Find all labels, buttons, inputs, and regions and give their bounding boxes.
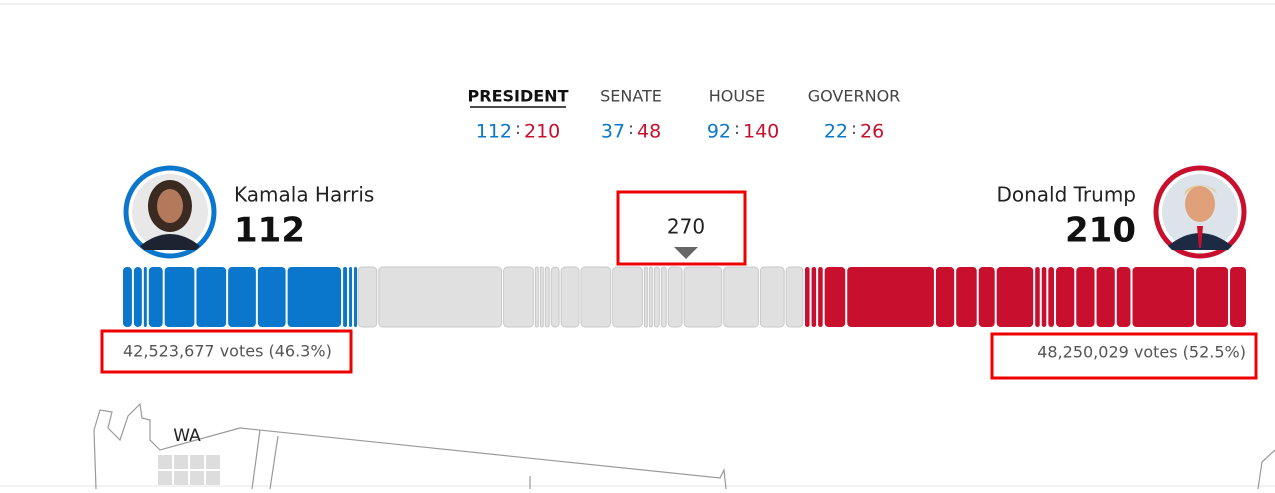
state-segment <box>1035 267 1040 327</box>
state-segment <box>257 267 286 327</box>
highlight-box <box>100 329 353 374</box>
separator: : <box>851 119 857 139</box>
state-segment <box>1230 267 1246 327</box>
state-segment <box>343 267 348 327</box>
candidate-name: Kamala Harris <box>234 183 374 207</box>
state-segment <box>996 267 1034 327</box>
state-segment <box>811 267 817 327</box>
state-segment <box>143 267 147 327</box>
state-squares <box>158 455 220 485</box>
state-segment <box>660 266 667 328</box>
state-segment <box>534 266 539 328</box>
rep-count: 140 <box>743 121 779 143</box>
state-segment <box>1056 267 1075 327</box>
state-segment <box>978 267 995 327</box>
state-segment <box>1048 267 1055 327</box>
state-segment <box>1041 267 1047 327</box>
rep-count: 210 <box>524 121 560 143</box>
state-segment <box>378 266 503 328</box>
state-segment <box>164 267 195 327</box>
dem-count: 22 <box>824 121 848 143</box>
state-segment <box>805 267 810 327</box>
state-segment <box>196 267 227 327</box>
popular-vote: 48,250,029 votes (52.5%) <box>1037 343 1246 362</box>
state-segment <box>818 267 823 327</box>
state-label: WA <box>173 426 201 446</box>
electoral-bar <box>123 266 1246 328</box>
state-segment <box>667 266 683 328</box>
threshold-marker <box>674 247 698 259</box>
dem-count: 37 <box>601 121 625 143</box>
dem-count: 92 <box>707 121 731 143</box>
state-segment <box>1196 267 1229 327</box>
separator: : <box>628 119 634 139</box>
race-tab[interactable]: GOVERNOR <box>808 87 901 106</box>
separator: : <box>734 119 740 139</box>
state-segment <box>354 267 357 327</box>
state-segment <box>643 266 648 328</box>
dem-count: 112 <box>476 121 512 143</box>
race-tab[interactable]: PRESIDENT <box>468 87 569 106</box>
popular-vote: 42,523,677 votes (46.3%) <box>123 342 332 361</box>
state-segment <box>653 266 660 328</box>
state-segment <box>550 266 560 328</box>
state-segment <box>123 267 132 327</box>
state-segment <box>759 266 785 328</box>
state-segment <box>349 267 353 327</box>
highlight-box <box>616 190 747 266</box>
race-tab[interactable]: SENATE <box>600 87 662 106</box>
state-segment <box>785 266 804 328</box>
state-segment <box>648 266 653 328</box>
state-segment <box>1076 267 1095 327</box>
rep-count: 26 <box>860 121 884 143</box>
state-segment <box>539 266 544 328</box>
state-segment <box>148 267 163 327</box>
race-tabs: PRESIDENT112:210SENATE37:48HOUSE92:140GO… <box>468 87 901 143</box>
state-segment <box>824 267 846 327</box>
candidate-name: Donald Trump <box>996 183 1136 207</box>
state-segment <box>847 267 934 327</box>
electoral-votes: 210 <box>1065 211 1136 251</box>
state-segment <box>956 267 977 327</box>
highlight-box <box>990 332 1258 380</box>
state-segment <box>544 266 550 328</box>
state-segment <box>357 266 378 328</box>
state-segment <box>580 266 612 328</box>
trump-photo <box>1153 165 1247 259</box>
state-segment <box>935 267 955 327</box>
state-segment <box>1132 267 1195 327</box>
state-segment <box>1096 267 1115 327</box>
separator: : <box>515 119 521 139</box>
state-segment <box>1116 267 1131 327</box>
state-segment <box>503 266 534 328</box>
state-segment <box>560 266 580 328</box>
race-tab[interactable]: HOUSE <box>709 87 766 106</box>
harris-photo <box>123 165 217 259</box>
state-segment <box>228 267 256 327</box>
map-outline <box>93 402 1275 490</box>
state-segment <box>287 267 342 327</box>
state-segment <box>133 267 142 327</box>
electoral-votes: 112 <box>234 211 305 251</box>
state-segment <box>612 266 643 328</box>
threshold-label: 270 <box>667 215 705 239</box>
state-segment <box>723 266 759 328</box>
rep-count: 48 <box>637 121 661 143</box>
state-segment <box>683 266 723 328</box>
